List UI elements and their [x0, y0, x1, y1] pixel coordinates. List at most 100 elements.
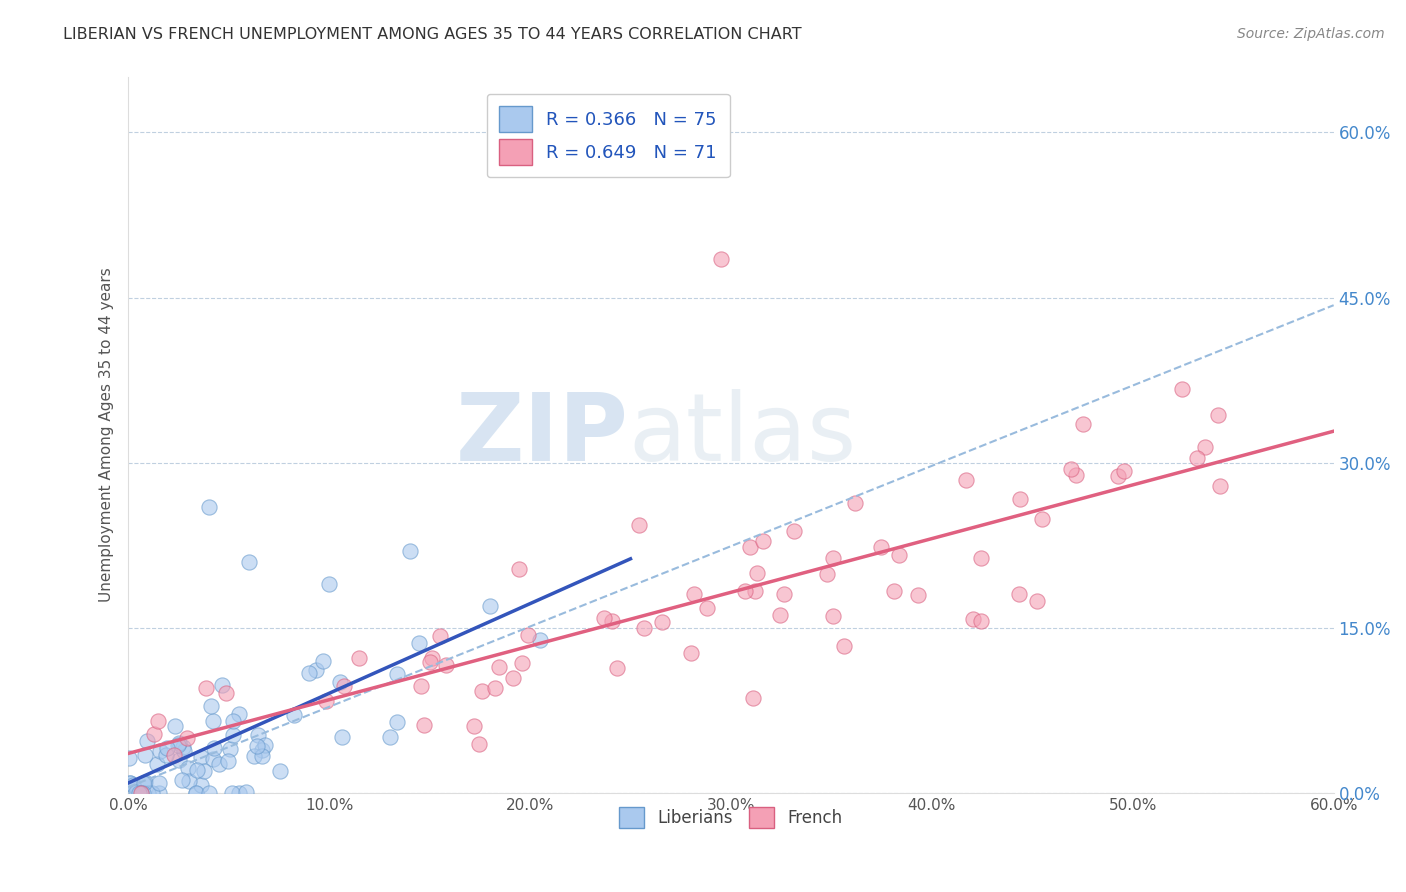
- Point: [149, 744, 172, 758]
- Point: [606, 661, 628, 675]
- Point: [148, 786, 170, 800]
- Point: [120, 775, 142, 789]
- Point: [409, 679, 432, 693]
- Point: [163, 747, 186, 762]
- Point: [136, 786, 159, 800]
- Point: [148, 776, 170, 790]
- Point: [1187, 450, 1209, 465]
- Point: [222, 728, 245, 742]
- Point: [121, 778, 143, 792]
- Point: [510, 656, 533, 670]
- Point: [176, 731, 198, 745]
- Point: [134, 748, 156, 763]
- Point: [250, 748, 273, 763]
- Point: [195, 681, 218, 696]
- Point: [184, 786, 207, 800]
- Point: [238, 555, 260, 569]
- Point: [745, 566, 768, 581]
- Point: [208, 757, 231, 772]
- Point: [823, 550, 845, 565]
- Point: [502, 671, 524, 685]
- Point: [681, 646, 703, 660]
- Point: [508, 562, 530, 576]
- Point: [202, 714, 225, 728]
- Point: [228, 706, 250, 721]
- Point: [1206, 408, 1229, 422]
- Point: [1073, 417, 1095, 432]
- Text: Source: ZipAtlas.com: Source: ZipAtlas.com: [1237, 27, 1385, 41]
- Point: [488, 659, 510, 673]
- Point: [197, 500, 219, 514]
- Point: [172, 773, 194, 788]
- Point: [478, 599, 501, 613]
- Point: [246, 728, 269, 742]
- Point: [420, 650, 443, 665]
- Point: [627, 518, 650, 533]
- Point: [823, 609, 845, 624]
- Point: [330, 730, 353, 744]
- Point: [305, 663, 328, 677]
- Point: [744, 584, 766, 599]
- Point: [752, 533, 775, 548]
- Point: [651, 615, 673, 630]
- Point: [193, 764, 215, 779]
- Point: [228, 786, 250, 800]
- Point: [315, 694, 337, 708]
- Point: [184, 786, 207, 800]
- Point: [156, 741, 179, 756]
- Point: [742, 691, 765, 706]
- Point: [200, 699, 222, 714]
- Point: [166, 739, 188, 753]
- Point: [125, 785, 148, 799]
- Point: [817, 566, 839, 581]
- Point: [907, 588, 929, 602]
- Point: [769, 607, 792, 622]
- Point: [145, 757, 167, 772]
- Point: [419, 656, 441, 670]
- Point: [1064, 467, 1087, 482]
- Point: [349, 651, 371, 665]
- Point: [529, 633, 551, 648]
- Point: [710, 252, 733, 266]
- Point: [222, 714, 245, 728]
- Point: [844, 496, 866, 510]
- Point: [471, 683, 494, 698]
- Point: [783, 524, 806, 538]
- Point: [131, 786, 153, 800]
- Point: [167, 753, 190, 767]
- Text: ZIP: ZIP: [456, 389, 628, 481]
- Point: [312, 654, 335, 668]
- Point: [132, 776, 155, 790]
- Point: [134, 775, 156, 789]
- Point: [683, 587, 706, 601]
- Point: [468, 737, 491, 751]
- Point: [131, 786, 153, 800]
- Point: [218, 742, 240, 756]
- Point: [250, 743, 273, 757]
- Point: [329, 674, 352, 689]
- Point: [332, 679, 354, 693]
- Point: [190, 778, 212, 792]
- Point: [135, 734, 157, 748]
- Point: [120, 776, 142, 790]
- Point: [215, 686, 238, 700]
- Point: [254, 739, 277, 753]
- Point: [633, 621, 655, 635]
- Point: [132, 786, 155, 800]
- Point: [1031, 512, 1053, 526]
- Point: [148, 714, 170, 729]
- Point: [198, 786, 221, 800]
- Point: [1112, 464, 1135, 478]
- Point: [434, 657, 457, 672]
- Point: [408, 636, 430, 650]
- Y-axis label: Unemployment Among Ages 35 to 44 years: Unemployment Among Ages 35 to 44 years: [100, 268, 114, 602]
- Point: [128, 786, 150, 800]
- Point: [298, 666, 321, 681]
- Point: [167, 736, 190, 750]
- Point: [1107, 469, 1129, 483]
- Point: [463, 718, 485, 732]
- Point: [484, 681, 506, 695]
- Point: [398, 543, 420, 558]
- Point: [969, 551, 991, 566]
- Point: [429, 629, 451, 643]
